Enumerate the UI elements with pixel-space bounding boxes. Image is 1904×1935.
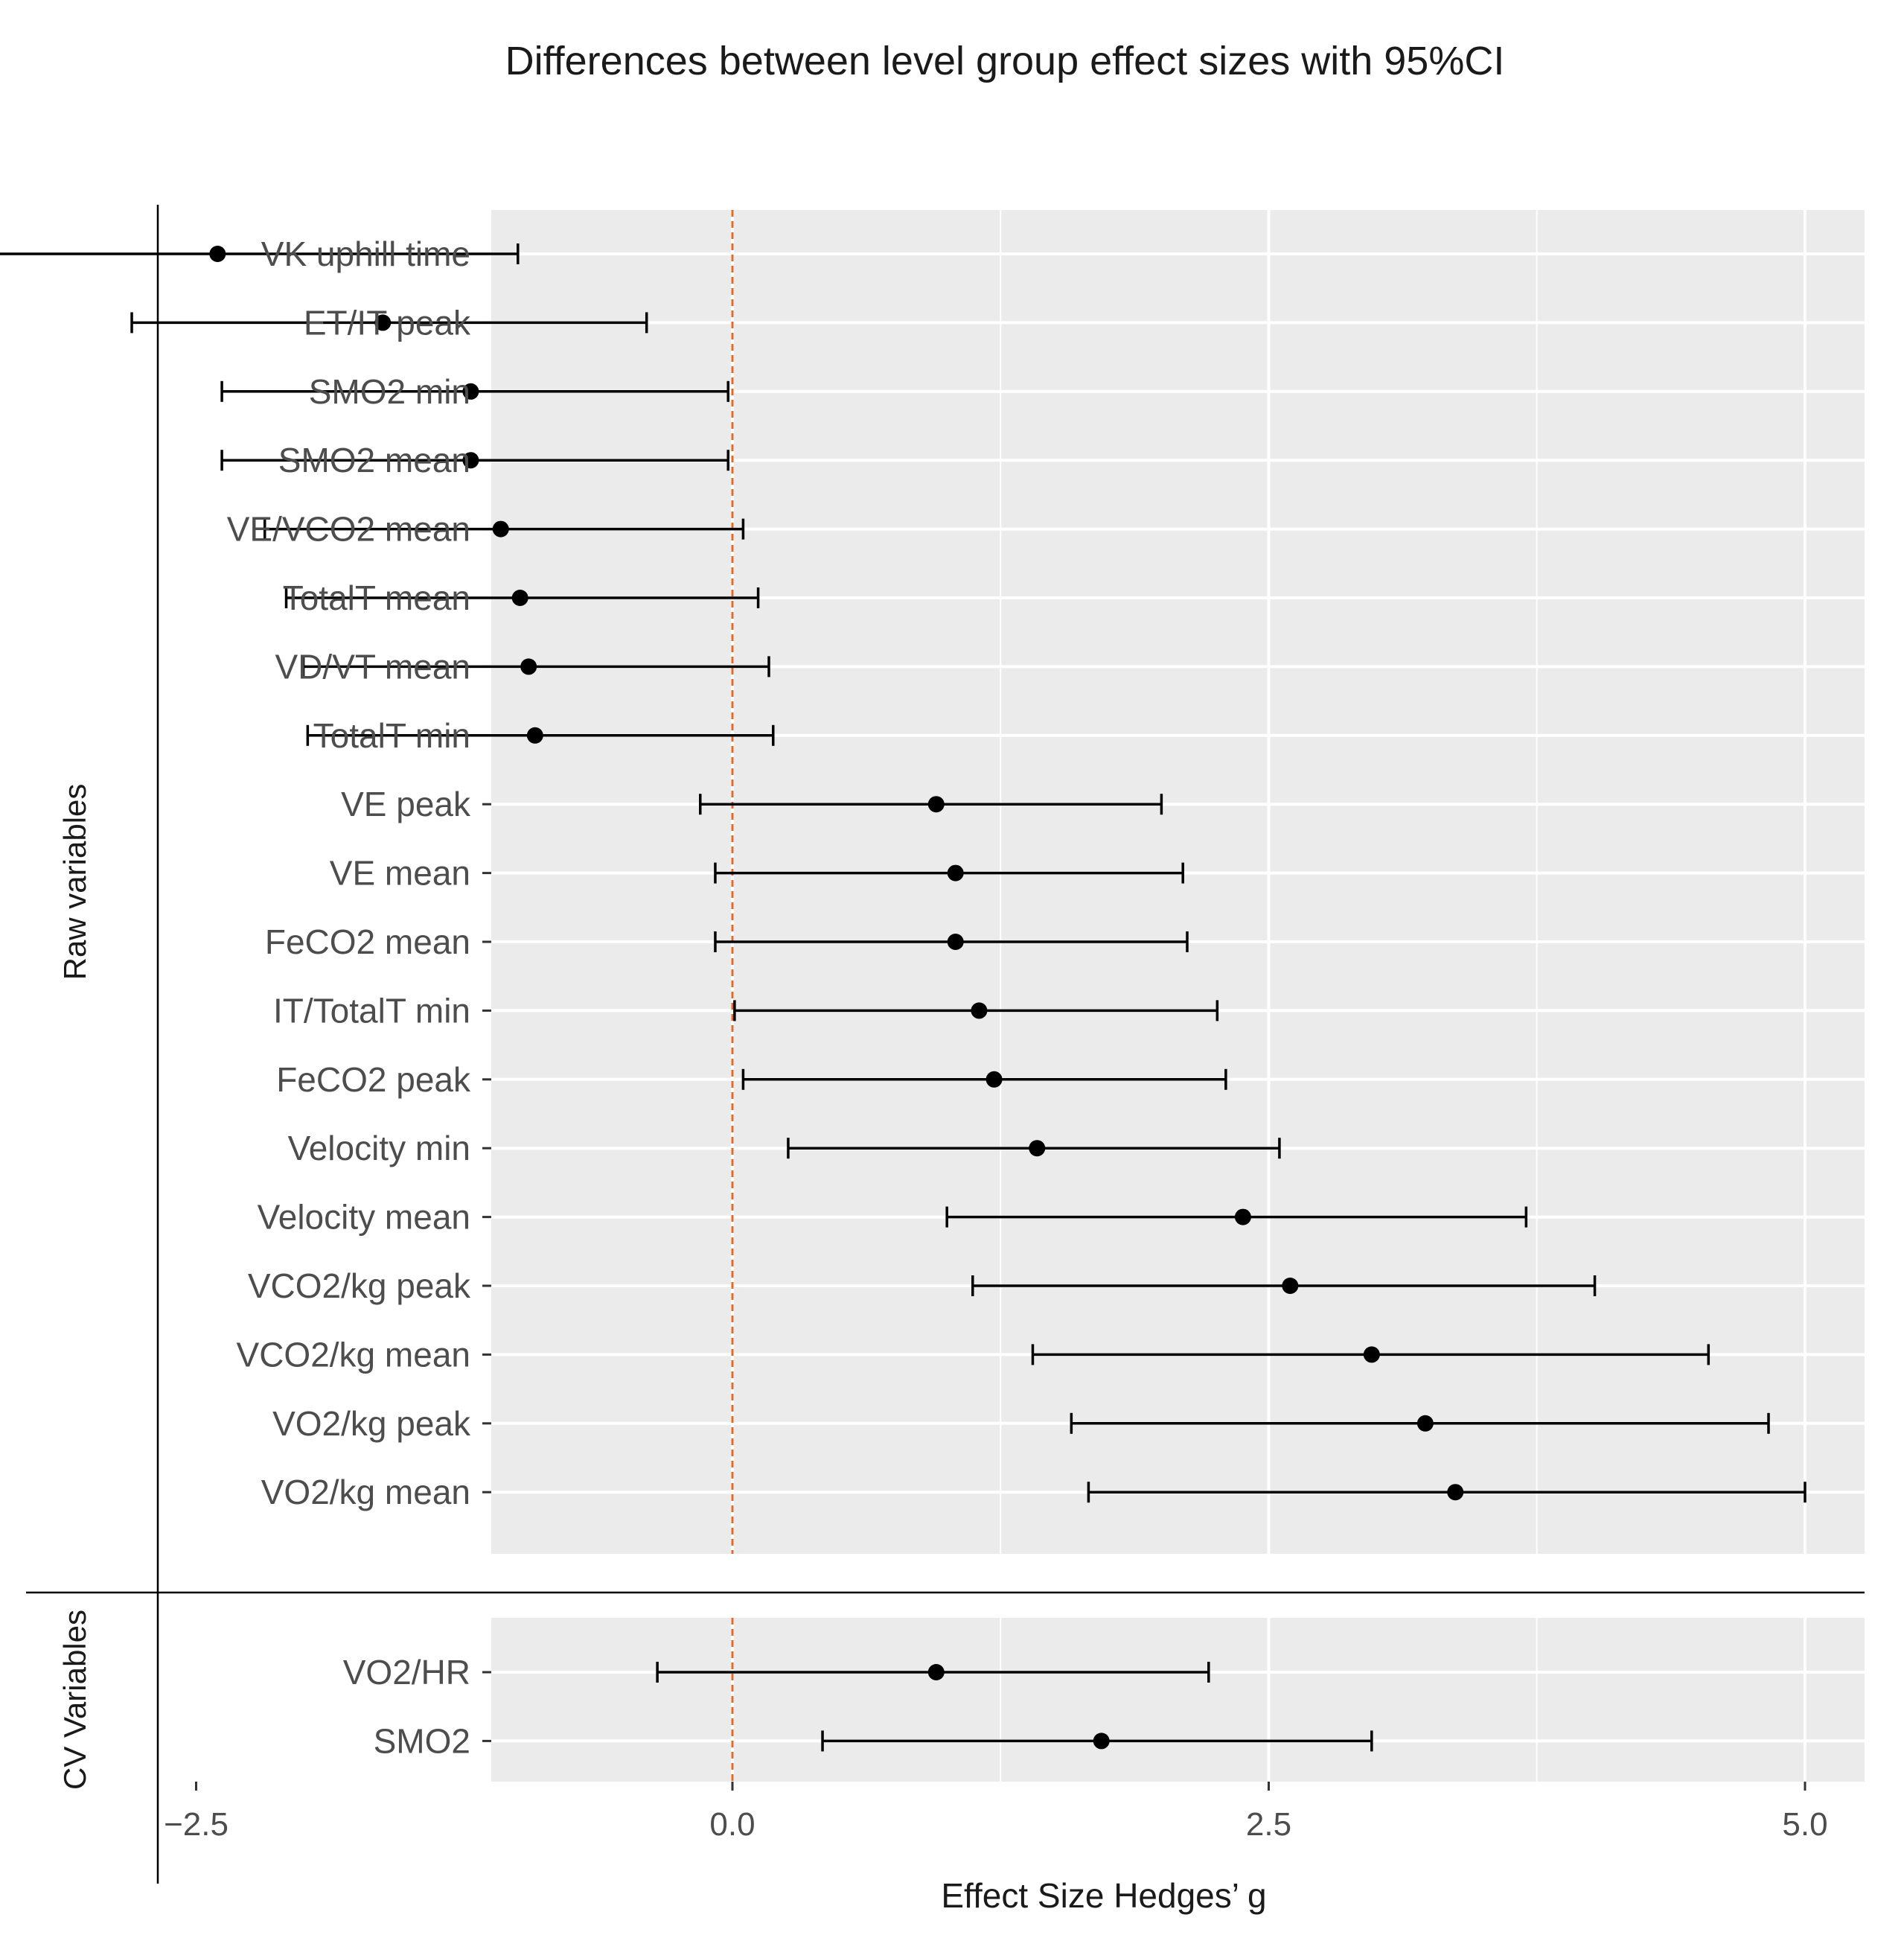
panel-background-cv-variables — [491, 1618, 1865, 1782]
y-label-velocity-mean: Velocity mean — [258, 1198, 470, 1237]
estimate-point-velocity-mean — [1234, 1208, 1251, 1225]
y-label-feco2-peak: FeCO2 peak — [276, 1060, 471, 1099]
estimate-point-smo2 — [1093, 1732, 1110, 1750]
y-label-vk-uphill-time: VK uphill time — [261, 235, 470, 273]
estimate-point-vd-vt-mean — [520, 658, 537, 675]
estimate-point-vo2-kg-mean — [1447, 1484, 1464, 1501]
y-label-ve-vco2-mean: VE/VCO2 mean — [227, 510, 470, 549]
estimate-point-vo2-hr — [927, 1664, 945, 1680]
data-layer — [0, 243, 1806, 1752]
y-label-vo2-hr: VO2/HR — [343, 1653, 470, 1692]
y-label-smo2: SMO2 — [374, 1721, 470, 1760]
estimate-point-velocity-min — [1029, 1140, 1046, 1157]
estimate-point-ve-mean — [947, 864, 964, 882]
y-label-velocity-min: Velocity min — [288, 1129, 470, 1167]
label-layer: VK uphill time ET/IT peak SMO2 min SMO2 mea… — [57, 235, 1828, 1843]
x-tick-label: 2.5 — [1246, 1806, 1291, 1843]
estimate-point-vco2-kg-peak — [1282, 1278, 1299, 1294]
y-label-totalt-mean: TotalT mean — [283, 578, 470, 617]
y-label-totalt-min: TotalT min — [313, 716, 470, 755]
estimate-point-smo2-min — [462, 383, 479, 400]
x-tick-label: 5.0 — [1782, 1806, 1827, 1843]
y-label-vco2-kg-peak: VCO2/kg peak — [248, 1266, 471, 1305]
estimate-point-totalt-min — [526, 727, 543, 744]
panel-layer — [26, 205, 1865, 1884]
facet-label-cv-variables: CV Variables — [57, 1610, 92, 1790]
estimate-point-et-it-peak — [374, 314, 392, 331]
estimate-point-feco2-peak — [985, 1071, 1003, 1088]
x-tick-label: 0.0 — [709, 1806, 755, 1843]
panel-background-raw-variables — [491, 210, 1865, 1554]
x-axis-title: Effect Size Hedges’ g — [941, 1876, 1266, 1915]
y-label-vco2-kg-mean: VCO2/kg mean — [237, 1335, 470, 1374]
estimate-point-smo2-mean — [462, 452, 479, 469]
y-label-it-totalt-min: IT/TotalT min — [273, 991, 470, 1030]
y-label-ve-peak: VE peak — [341, 785, 471, 823]
estimate-point-feco2-mean — [947, 934, 964, 950]
chart-title: Differences between level group effect s… — [505, 39, 1505, 83]
estimate-point-vk-uphill-time — [209, 246, 226, 262]
estimate-point-totalt-mean — [511, 590, 528, 606]
y-label-smo2-min: SMO2 min — [309, 372, 470, 411]
y-label-ve-mean: VE mean — [330, 854, 470, 893]
x-tick-label: −2.5 — [164, 1806, 229, 1843]
estimate-point-vo2-kg-peak — [1416, 1415, 1434, 1432]
estimate-point-ve-peak — [927, 796, 945, 813]
estimate-point-ve-vco2-mean — [492, 520, 509, 538]
y-label-vo2-kg-mean: VO2/kg mean — [261, 1473, 470, 1511]
estimate-point-it-totalt-min — [971, 1002, 988, 1019]
y-label-vd-vt-mean: VD/VT mean — [275, 647, 470, 686]
y-label-vo2-kg-peak: VO2/kg peak — [272, 1404, 471, 1443]
estimate-point-vco2-kg-mean — [1363, 1346, 1380, 1363]
y-label-et-it-peak: ET/IT peak — [304, 303, 471, 342]
facet-label-raw-variables: Raw variables — [57, 784, 92, 981]
y-label-smo2-mean: SMO2 mean — [278, 441, 470, 479]
y-label-feco2-mean: FeCO2 mean — [265, 922, 470, 961]
